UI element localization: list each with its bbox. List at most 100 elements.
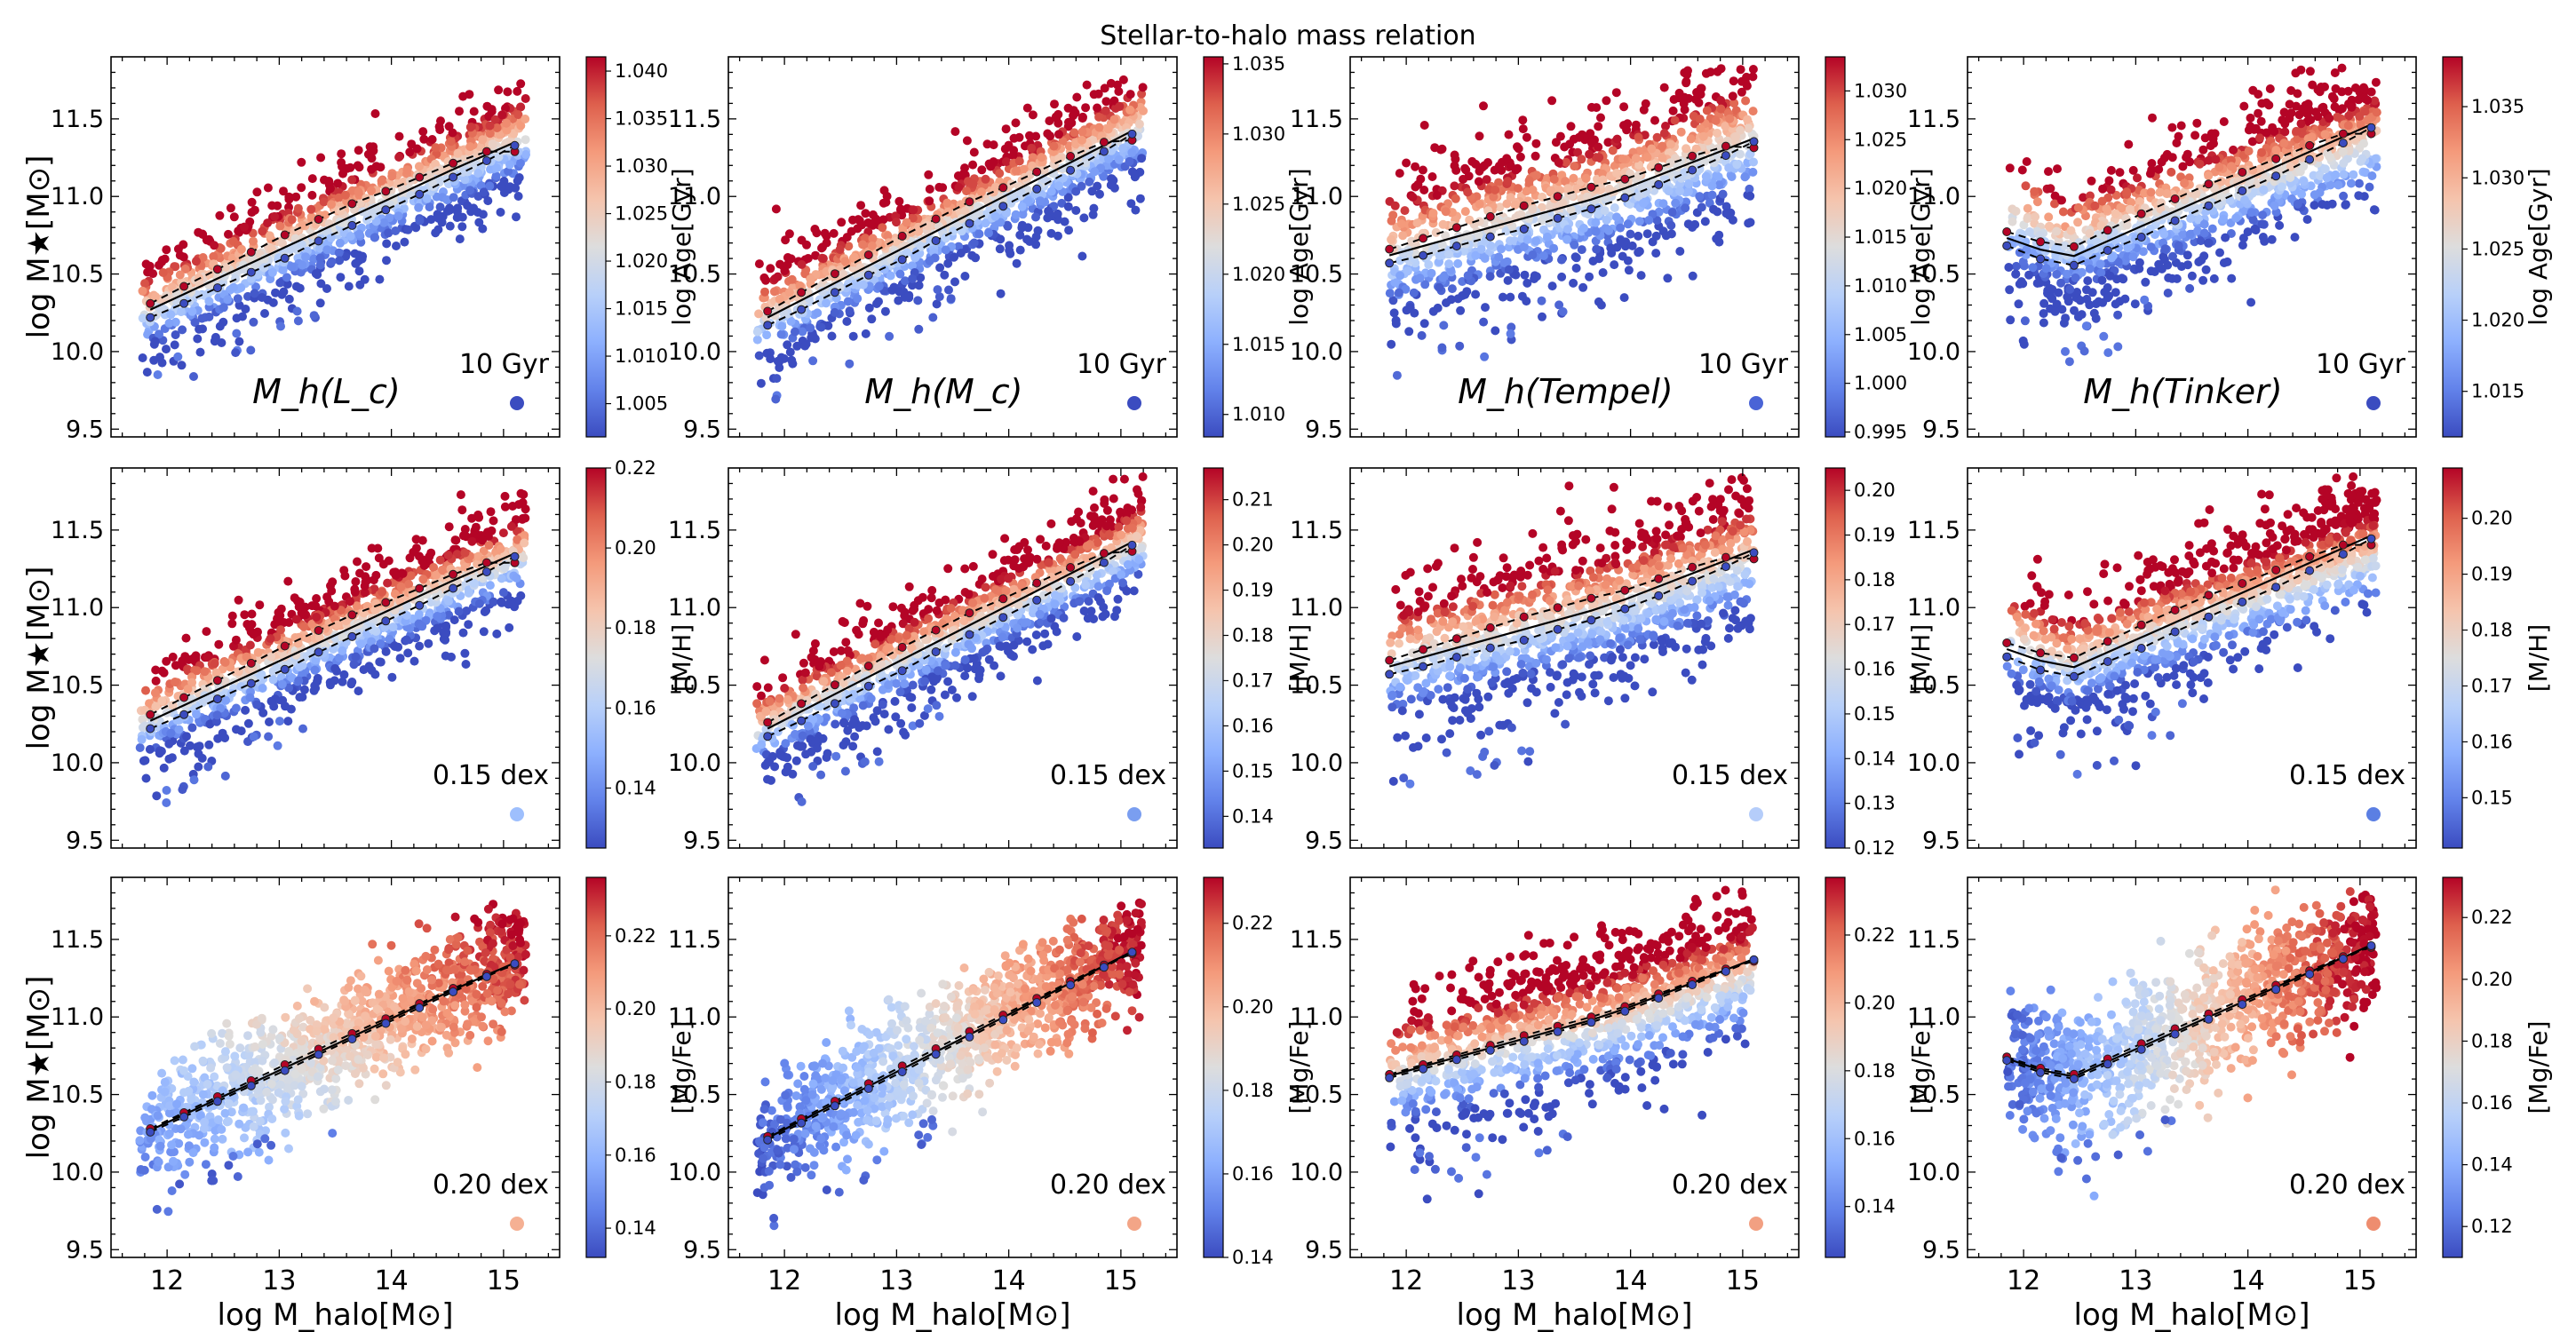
- tercile-marker: [2136, 209, 2146, 218]
- scatter-point: [179, 252, 188, 262]
- scatter-point: [1729, 76, 1738, 86]
- scatter-point: [867, 314, 877, 324]
- tercile-marker: [763, 306, 773, 316]
- scatter-point: [1642, 229, 1652, 239]
- scatter-point: [2123, 243, 2133, 253]
- scatter-point: [2146, 242, 2156, 252]
- scatter-point: [896, 205, 905, 215]
- scatter-point: [2186, 214, 2196, 223]
- scatter-point: [1538, 312, 1546, 321]
- scatter-point: [853, 294, 863, 304]
- tercile-marker: [1099, 147, 1109, 156]
- scatter-point: [2227, 162, 2236, 171]
- scatter-point: [334, 248, 344, 258]
- scatter-point: [1667, 208, 1677, 218]
- scatter-point: [1017, 202, 1027, 211]
- scatter-point: [766, 354, 775, 364]
- scatter-point: [2159, 255, 2169, 265]
- scatter-point: [1503, 177, 1513, 186]
- scatter-point: [503, 87, 513, 97]
- scatter-point: [2280, 119, 2290, 129]
- scatter-point: [1451, 194, 1460, 203]
- scatter-point: [1686, 134, 1696, 144]
- scatter-point: [1114, 155, 1124, 164]
- tercile-marker: [763, 321, 773, 330]
- scatter-point: [1398, 231, 1408, 241]
- scatter-point: [1455, 341, 1465, 351]
- scatter-point: [1740, 172, 1750, 182]
- scatter-point: [954, 183, 964, 192]
- scatter-point: [1744, 123, 1753, 133]
- scatter-point: [784, 288, 794, 297]
- scatter-point: [1028, 110, 1038, 120]
- tercile-marker: [246, 267, 256, 277]
- scatter-point: [2052, 226, 2062, 236]
- scatter-point: [375, 274, 385, 284]
- scatter-point: [2148, 113, 2157, 123]
- scatter-point: [1670, 115, 1680, 125]
- scatter-point: [1537, 296, 1546, 305]
- scatter-point: [808, 332, 818, 342]
- scatter-point: [1514, 184, 1523, 194]
- scatter-point: [497, 181, 506, 191]
- colorbar-tick-label: 1.030: [615, 155, 668, 177]
- scatter-point: [204, 297, 214, 306]
- scatter-point: [178, 325, 187, 335]
- scatter-point: [2310, 201, 2319, 210]
- scatter-point: [1014, 132, 1024, 142]
- scatter-point: [1481, 303, 1490, 313]
- scatter-point: [766, 264, 775, 274]
- scatter-point: [1543, 232, 1552, 242]
- scatter-point: [2290, 233, 2300, 242]
- scatter-point: [879, 186, 889, 195]
- scatter-point: [1711, 115, 1721, 125]
- scatter-point: [252, 187, 262, 197]
- scatter-point: [2372, 107, 2381, 117]
- scatter-point: [2039, 318, 2048, 328]
- scatter-point: [1046, 186, 1056, 196]
- scatter-point: [2204, 238, 2214, 248]
- scatter-point: [2244, 125, 2254, 135]
- scatter-point: [1460, 207, 1470, 217]
- colorbar-tick-label: 1.035: [1232, 53, 1285, 75]
- scatter-point: [1427, 172, 1437, 181]
- scatter-point: [2103, 282, 2112, 292]
- scatter-point: [971, 253, 981, 263]
- scatter-point: [835, 245, 845, 254]
- scatter-point: [1491, 326, 1500, 336]
- scatter-point: [400, 237, 409, 247]
- scatter-point: [1460, 163, 1470, 173]
- scatter-point: [405, 147, 415, 157]
- scatter-point: [457, 212, 467, 222]
- scatter-point: [344, 281, 354, 291]
- scatter-point: [2310, 190, 2319, 200]
- scatter-point: [1644, 216, 1654, 225]
- scatter-point: [295, 283, 305, 293]
- scatter-point: [1100, 83, 1109, 93]
- scatter-point: [1126, 199, 1136, 209]
- colorbar-tick-label: 1.010: [1854, 275, 1907, 297]
- scatter-point: [771, 394, 781, 404]
- scatter-point: [1610, 203, 1619, 212]
- tercile-marker: [797, 305, 807, 314]
- scatter-point: [837, 218, 847, 227]
- scatter-label: 10 Gyr: [1698, 349, 1789, 380]
- scatter-point: [418, 127, 428, 137]
- scatter-point: [1104, 155, 1113, 163]
- scatter-point: [2357, 154, 2367, 163]
- scatter-point: [2130, 299, 2140, 309]
- scatter-point: [276, 321, 285, 331]
- tercile-marker: [797, 288, 807, 297]
- colorbar-tick-label: 1.010: [1232, 404, 1285, 425]
- scatter-point: [2085, 264, 2095, 274]
- scatter-point: [1562, 225, 1572, 234]
- scatter-point: [315, 298, 325, 308]
- scatter-point: [2022, 157, 2031, 166]
- scatter-point: [1748, 72, 1758, 82]
- scatter-point: [806, 323, 815, 333]
- scatter-point: [150, 337, 160, 346]
- scatter-point: [1594, 122, 1603, 131]
- scatter-point: [271, 288, 280, 297]
- scatter-point: [2359, 139, 2368, 148]
- scatter-point: [453, 148, 463, 158]
